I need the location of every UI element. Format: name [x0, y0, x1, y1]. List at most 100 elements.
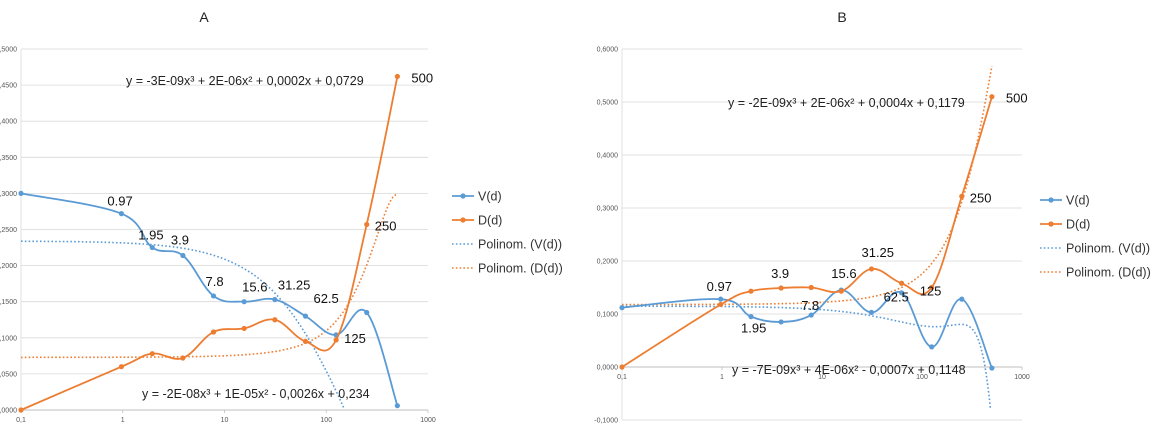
y-tick-label: 0,3000	[597, 206, 619, 213]
legend-swatch-marker	[460, 217, 466, 223]
data-point-d	[18, 407, 24, 413]
data-point-d	[210, 329, 217, 335]
trendline-v	[21, 240, 345, 409]
data-point-v	[18, 190, 24, 196]
data-point-v	[718, 296, 724, 302]
point-label: 0.97	[107, 194, 132, 209]
data-point-v	[898, 290, 905, 296]
data-point-v	[619, 305, 625, 311]
data-point-v	[394, 403, 400, 409]
point-label: 500	[1006, 91, 1028, 106]
point-label: 15.6	[242, 280, 267, 295]
chart-a: A0,00000,05000,10000,15000,20000,25000,3…	[0, 9, 563, 424]
point-label: 3.9	[171, 232, 189, 247]
trendline-equation: y = -7E-09x³ + 4E-06x² - 0,0007x + 0,114…	[732, 363, 966, 377]
y-tick-label: 0,1000	[0, 335, 17, 342]
point-label: 31.25	[278, 278, 311, 293]
point-label: 125	[344, 331, 366, 346]
data-point-v	[210, 293, 217, 299]
data-point-v	[180, 252, 186, 259]
legend-swatch-marker	[1048, 197, 1054, 203]
x-tick-label: 0,1	[617, 374, 627, 381]
legend-entry: Polinom. (V(d))	[1066, 242, 1150, 256]
legend-swatch-marker	[1048, 221, 1054, 227]
data-point-d	[868, 266, 875, 272]
legend-swatch-marker	[460, 193, 466, 199]
x-tick-label: 1	[720, 374, 724, 381]
y-tick-label: 0,5000	[597, 100, 619, 107]
data-point-d	[838, 288, 844, 294]
data-point-d	[898, 280, 905, 286]
data-point-v	[808, 312, 814, 318]
y-tick-label: 0,1500	[0, 299, 17, 306]
y-tick-label: 0,1000	[597, 312, 619, 319]
data-point-d	[333, 337, 339, 343]
legend-entry: D(d)	[478, 214, 502, 228]
chart-b: B -0,1000 0,0000 0,1000 0,2000 0,3000 0,4000 0,…	[594, 9, 1151, 425]
data-point-d	[118, 364, 125, 370]
trendline-equation: y = -2E-08x³ + 1E-05x² - 0,0026x + 0,234	[142, 387, 370, 401]
data-point-d	[718, 301, 724, 308]
data-point-d	[272, 317, 278, 323]
point-label: 3.9	[771, 266, 789, 281]
y-tick-label: 0,0000	[597, 365, 619, 372]
trendline-v	[622, 305, 992, 410]
data-point-v	[149, 244, 155, 251]
trendline-equation: y = -3E-09x³ + 2E-06x² + 0,0002x + 0,072…	[126, 74, 364, 88]
data-point-d	[778, 285, 784, 291]
x-tick-label: 100	[320, 417, 332, 424]
point-label: 7.8	[801, 298, 819, 313]
data-point-v	[868, 309, 875, 316]
data-point-d	[748, 288, 754, 294]
data-point-v	[272, 296, 278, 303]
trendline-d	[622, 65, 993, 306]
point-label: 7.8	[206, 274, 224, 289]
trendline-equation: y = -2E-09x³ + 2E-06x² + 0,0004x + 0,117…	[728, 96, 965, 110]
chart-title: A	[199, 9, 209, 25]
data-point-d	[959, 193, 965, 199]
legend-entry: Polinom. (V(d))	[478, 238, 562, 252]
legend-entry: V(d)	[1066, 194, 1090, 208]
legend: V(d) D(d) Polinom. (V(d)) Polinom. (D(d))	[1040, 194, 1151, 280]
y-tick-label: 0,2000	[0, 263, 17, 270]
x-tick-label: 1000	[420, 417, 436, 424]
point-label: 31.25	[861, 245, 894, 260]
y-tick-label: 0,4000	[0, 119, 17, 126]
y-tick-label: 0,2500	[0, 227, 17, 234]
y-tick-label: -0,1000	[594, 418, 618, 425]
data-point-d	[619, 364, 625, 370]
data-point-d	[149, 351, 155, 357]
data-point-d	[989, 94, 995, 100]
data-point-d	[241, 325, 247, 332]
point-label: 1.95	[138, 228, 163, 243]
data-point-d	[180, 355, 186, 361]
legend-entry: D(d)	[1066, 218, 1090, 232]
x-tick-label: 1000	[1014, 374, 1030, 381]
y-tick-label: 0,5000	[0, 47, 17, 54]
data-point-d	[364, 221, 370, 228]
data-point-v	[241, 299, 247, 305]
data-point-d	[394, 73, 400, 80]
data-point-d	[808, 284, 814, 291]
y-tick-label: 0,4500	[0, 83, 17, 90]
point-label: 0.97	[707, 279, 732, 294]
data-point-d	[302, 338, 309, 345]
data-point-v	[364, 309, 370, 316]
data-point-v	[118, 211, 125, 217]
x-tick-label: 10	[221, 417, 229, 424]
point-label: 62.5	[313, 291, 338, 306]
point-label: 250	[375, 218, 397, 233]
point-label: 125	[920, 284, 942, 299]
data-point-v	[748, 314, 754, 320]
data-point-v	[778, 319, 784, 325]
point-label: 15.6	[831, 266, 856, 281]
y-tick-label: 0,2000	[597, 259, 619, 266]
point-label: 1.95	[741, 321, 766, 336]
y-tick-label: 0,3000	[0, 191, 17, 198]
legend: V(d) D(d) Polinom. (V(d)) Polinom. (D(d))	[452, 190, 563, 276]
x-tick-label: 1	[121, 417, 125, 424]
legend-entry: Polinom. (D(d))	[478, 262, 563, 276]
x-tick-label: 100	[916, 374, 928, 381]
y-tick-label: 0,3500	[0, 155, 17, 162]
x-tick-label: 0,1	[16, 417, 26, 424]
